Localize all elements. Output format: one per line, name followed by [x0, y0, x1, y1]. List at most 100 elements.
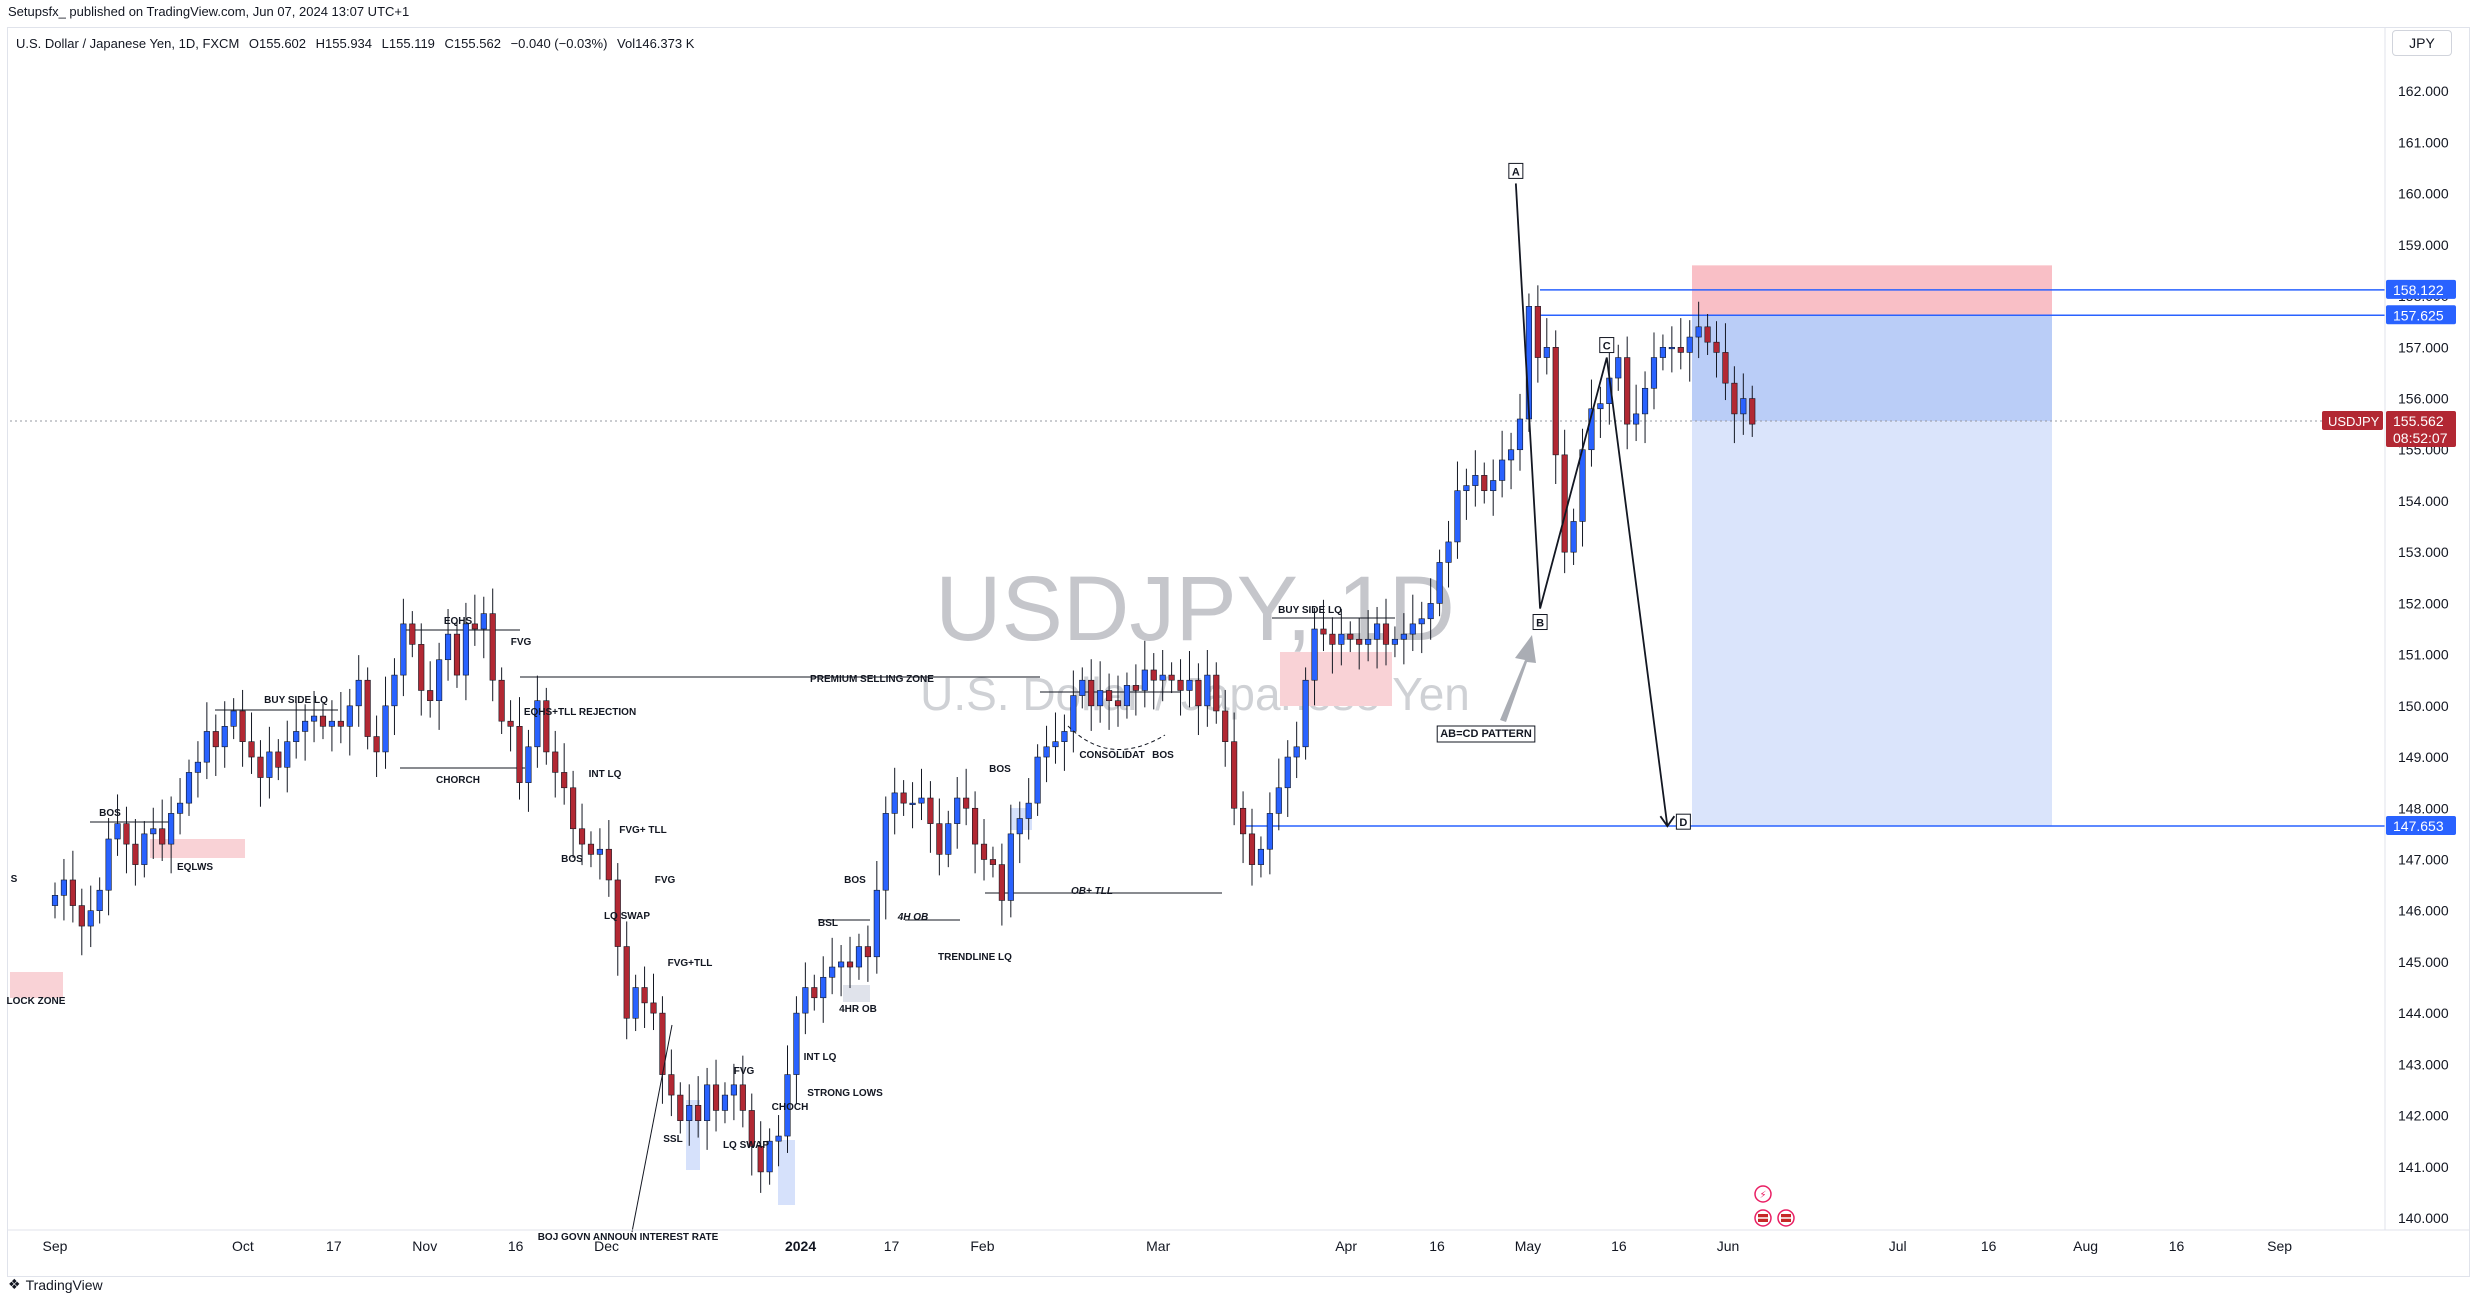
candle — [409, 611, 416, 658]
candle — [1079, 667, 1086, 709]
annotation-label: FVG — [511, 637, 532, 648]
candle-body — [400, 623, 407, 676]
price-tick-label: 149.000 — [2398, 749, 2449, 765]
candle-body — [793, 1012, 800, 1075]
candle — [1382, 598, 1390, 666]
point-label-b: B — [1536, 618, 1544, 630]
candle — [471, 594, 478, 646]
annotation-label: BSL — [818, 918, 838, 929]
candle-body — [623, 946, 630, 1019]
time-tick-label: Sep — [43, 1238, 68, 1254]
candle — [1329, 617, 1336, 674]
annotation-label: INT LQ — [589, 769, 622, 780]
tradingview-brand[interactable]: TradingView — [25, 1276, 103, 1293]
annotation-label: FVG — [734, 1066, 755, 1077]
candle — [587, 831, 595, 868]
candle — [614, 863, 621, 976]
candle-body — [1222, 710, 1229, 742]
candle — [60, 858, 68, 921]
candle-body — [87, 910, 94, 927]
publisher-info: Setupsfx_ published on TradingView.com, … — [8, 4, 410, 19]
candle-body — [194, 761, 201, 773]
candle-body — [1025, 802, 1032, 819]
candle — [221, 701, 228, 768]
candle — [302, 704, 309, 761]
candle — [1231, 712, 1238, 826]
candle — [1481, 462, 1488, 504]
candle-body — [614, 879, 621, 947]
candle — [51, 882, 59, 919]
candle — [1061, 714, 1068, 771]
abcd-path — [1514, 183, 1669, 827]
candle-body — [1704, 326, 1711, 343]
candle-body — [373, 736, 380, 753]
candle — [516, 697, 523, 800]
candle — [1534, 285, 1541, 383]
countdown-tag: 08:52:07 — [2393, 430, 2448, 446]
candle-body — [1257, 848, 1265, 865]
candle-body — [1097, 690, 1104, 707]
candle — [570, 770, 577, 858]
candle — [382, 676, 389, 769]
candle-body — [310, 715, 318, 722]
candle-body — [1088, 679, 1095, 707]
symbol-tag-bg — [2322, 410, 2383, 430]
candle-body — [784, 1074, 791, 1137]
footer: ❖ TradingView — [8, 1276, 103, 1293]
candle-body — [1534, 306, 1541, 358]
candle-body — [319, 715, 327, 727]
price-tick-label: 151.000 — [2398, 647, 2449, 663]
candle-body — [1123, 685, 1131, 707]
candle-body — [1507, 449, 1515, 461]
candle — [730, 1063, 737, 1121]
candle — [1123, 672, 1131, 719]
candle-body — [1391, 638, 1399, 645]
candle-body — [587, 843, 595, 855]
currency-button[interactable]: JPY — [2392, 30, 2452, 56]
candle — [632, 974, 639, 1032]
candle — [400, 598, 407, 697]
candle — [855, 933, 863, 980]
price-tick-label: 144.000 — [2398, 1005, 2449, 1021]
candle-body — [1382, 623, 1390, 645]
candle — [1588, 379, 1595, 467]
candle-body — [1552, 347, 1559, 456]
stop-price-tag: 158.122 — [2393, 282, 2444, 298]
candle — [391, 658, 398, 736]
candle-body — [1686, 336, 1693, 353]
time-tick-label: 17 — [326, 1238, 342, 1254]
candle — [1195, 663, 1202, 736]
candle — [552, 730, 559, 798]
candle — [203, 702, 210, 780]
price-tick-label: 154.000 — [2398, 493, 2449, 509]
candle-body — [1338, 633, 1345, 645]
candle — [882, 796, 889, 920]
candle — [605, 820, 612, 897]
candle-body — [1114, 700, 1122, 707]
candle-body — [578, 828, 586, 845]
candle — [96, 877, 103, 924]
candle-body — [1240, 807, 1247, 835]
candle-body — [1106, 690, 1113, 702]
annotation-label: CHOCH — [772, 1102, 809, 1113]
price-axis-layer: 140.000 141.000 142.000 143.000 144.000 145.0… — [2322, 28, 2456, 1230]
candle-body — [855, 946, 863, 968]
candle — [1204, 649, 1211, 727]
candle — [1400, 613, 1407, 665]
candle-body — [1659, 347, 1666, 358]
current-price-tag: 155.562 — [2393, 413, 2444, 429]
candle — [1409, 594, 1416, 652]
candle — [1097, 661, 1104, 723]
candle-body — [462, 623, 469, 676]
candle — [704, 1067, 711, 1150]
annotation-label: BOS — [99, 808, 121, 819]
candle — [1284, 740, 1291, 817]
price-tick-label: 152.000 — [2398, 595, 2449, 611]
annotation-label: BOS — [1152, 750, 1174, 761]
candle — [1177, 659, 1184, 716]
candle-body — [230, 710, 237, 727]
candle — [1445, 520, 1452, 588]
candle-body — [1302, 679, 1309, 748]
candle-body — [453, 633, 461, 676]
